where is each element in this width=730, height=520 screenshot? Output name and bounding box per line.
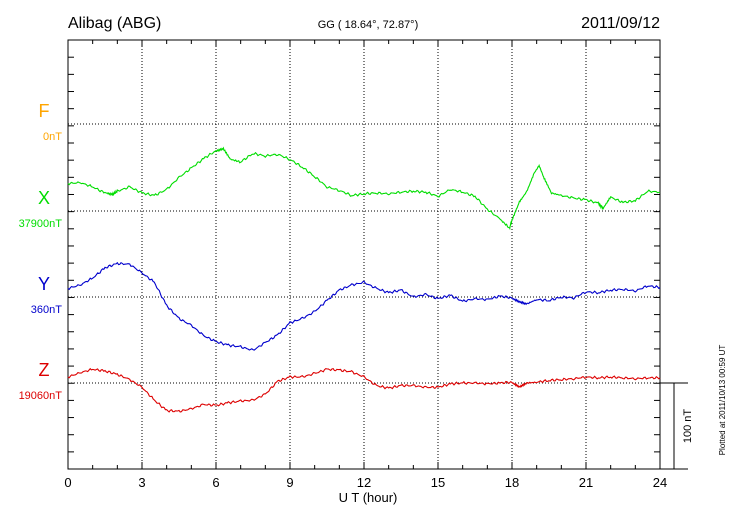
series-name-z: Z [39,360,50,380]
series-name-x: X [38,188,50,208]
axis-ticks [67,40,661,469]
x-tick-label: 6 [212,475,219,490]
grid [68,40,660,469]
x-axis-label: U T (hour) [339,490,398,505]
series-labels: F 0nT X 37900nT Y 360nT Z 19060nT [19,101,63,402]
series-baseline-f: 0nT [43,131,62,143]
scale-bar-label: 100 nT [682,409,694,444]
x-tick-label: 24 [653,475,667,490]
x-tick-label: 0 [64,475,71,490]
x-tick-label: 18 [505,475,519,490]
series-baseline-y: 360nT [31,304,62,316]
x-tick-label: 9 [286,475,293,490]
x-tick-labels: 0 3 6 9 12 15 18 21 24 [64,475,667,490]
plotted-at-note: Plotted at 2011/10/13 00:59 UT [718,345,727,456]
series-name-y: Y [38,274,50,294]
station-coordinates: GG ( 18.64°, 72.87°) [318,19,419,31]
series-line-z [67,367,661,413]
series-name-f: F [39,101,50,121]
series-baseline-z: 19060nT [19,390,63,402]
series-line-y [67,261,661,351]
chart-date: 2011/09/12 [581,15,660,32]
scale-bar: 100 nT [660,382,694,470]
series-line-x [67,146,661,231]
x-tick-label: 15 [431,475,445,490]
x-tick-label: 3 [138,475,145,490]
series-lines [67,146,661,413]
x-tick-label: 12 [357,475,371,490]
series-baseline-x: 37900nT [19,218,63,230]
plot-frame [67,39,661,470]
chart-title: Alibag (ABG) [68,15,161,32]
x-tick-label: 21 [579,475,593,490]
